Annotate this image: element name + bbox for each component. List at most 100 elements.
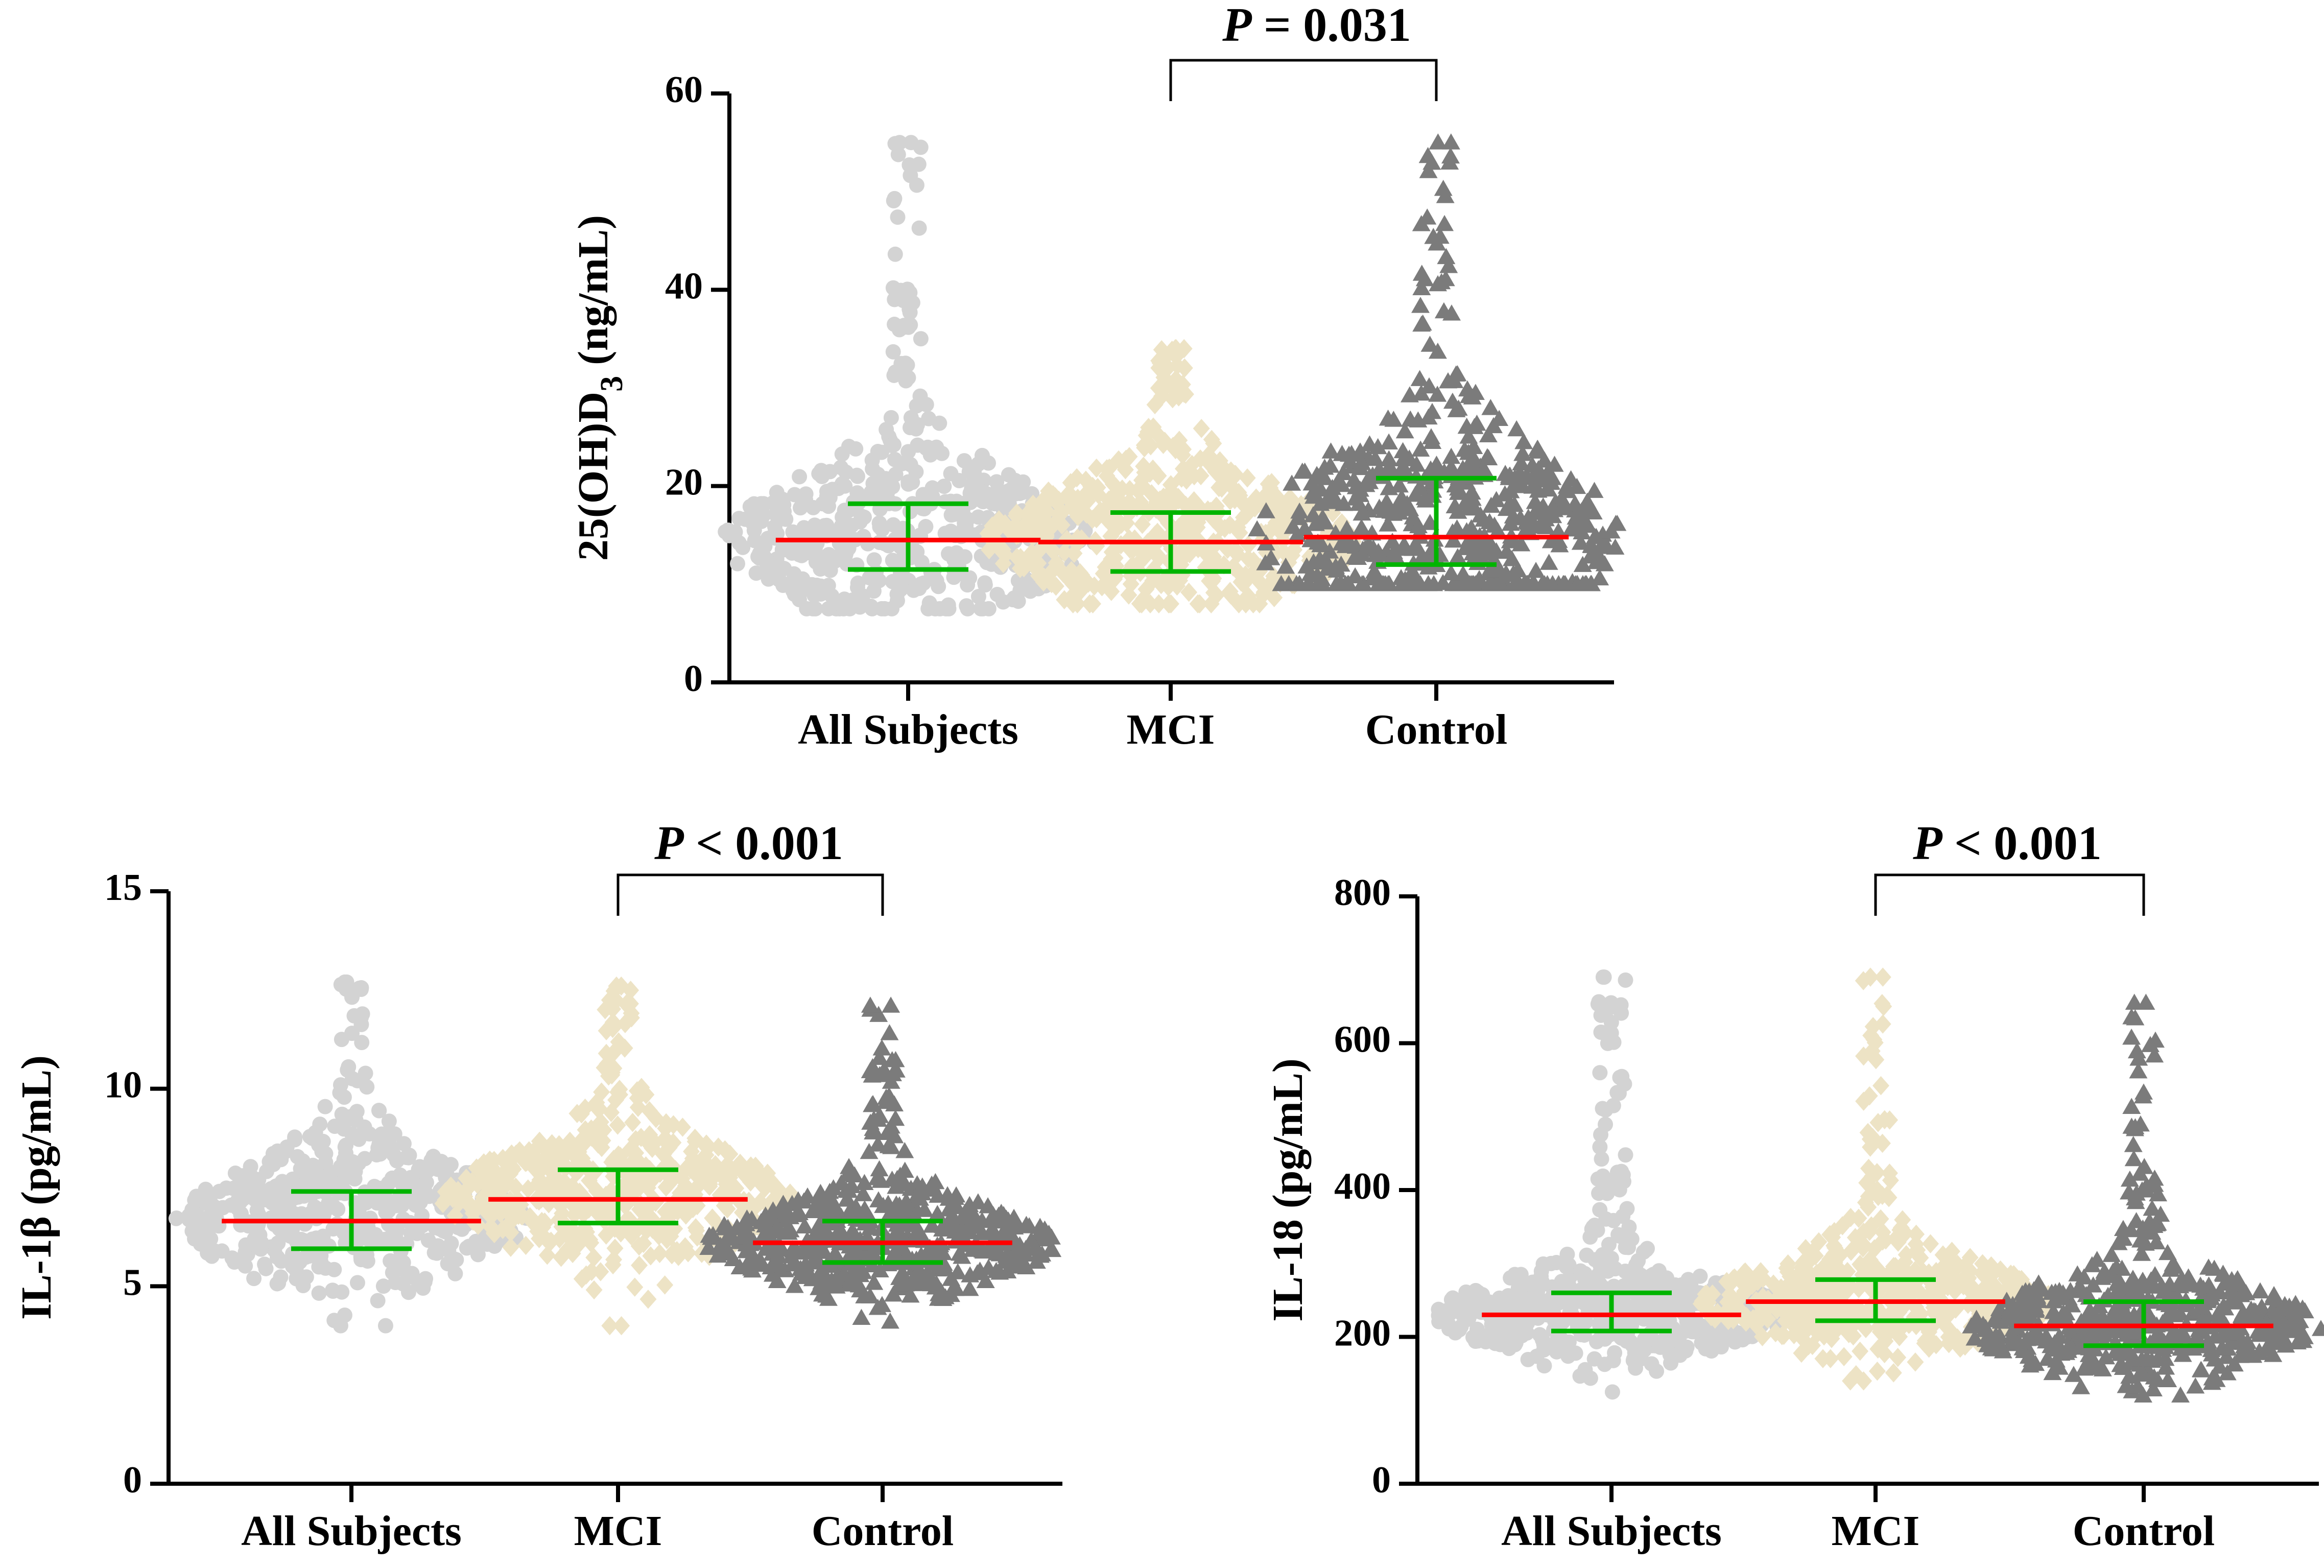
data-point <box>2088 1251 2106 1267</box>
series-control <box>1962 993 2324 1403</box>
data-point <box>1860 1197 1877 1217</box>
data-point <box>1435 215 1454 231</box>
data-point <box>622 1211 639 1230</box>
data-point <box>1407 575 1426 591</box>
data-point <box>1321 442 1340 459</box>
data-point <box>1023 551 1040 571</box>
data-point <box>1479 449 1498 466</box>
data-point <box>290 1233 305 1249</box>
data-point <box>1030 566 1047 586</box>
data-point <box>346 1008 362 1024</box>
data-point <box>420 1232 436 1248</box>
data-point <box>1379 409 1397 426</box>
data-point <box>936 479 952 494</box>
data-point <box>247 1187 263 1203</box>
data-point <box>959 598 975 614</box>
data-point <box>1593 1007 1609 1023</box>
data-point <box>911 1263 930 1279</box>
data-point <box>1817 1285 1834 1304</box>
data-point <box>1872 1076 1889 1096</box>
data-point <box>841 1204 860 1221</box>
significance-bracket <box>1169 59 1438 101</box>
data-point <box>1327 561 1346 578</box>
data-point <box>1120 585 1137 605</box>
data-point <box>603 1103 620 1122</box>
data-point <box>1463 388 1482 405</box>
data-point <box>868 1298 887 1315</box>
data-point <box>622 994 639 1013</box>
data-point <box>886 1051 905 1067</box>
data-point <box>2137 993 2155 1010</box>
data-point <box>641 1125 658 1145</box>
data-point <box>2146 1031 2165 1048</box>
data-point <box>1256 554 1275 571</box>
data-point <box>1053 501 1070 521</box>
data-point <box>383 1139 399 1155</box>
data-point <box>2178 1296 2197 1313</box>
data-point <box>890 209 906 225</box>
data-point <box>1496 566 1515 582</box>
data-point <box>2214 1266 2233 1282</box>
series-all-subjects <box>1431 969 1794 1400</box>
data-point <box>719 1244 738 1261</box>
data-point <box>2171 1386 2190 1403</box>
data-point <box>950 564 965 580</box>
data-point <box>1592 1316 1607 1332</box>
data-point <box>677 1159 695 1178</box>
data-point <box>379 1192 395 1207</box>
data-point <box>168 1210 184 1226</box>
data-point <box>909 177 924 193</box>
data-point <box>1293 462 1312 479</box>
data-point <box>336 1089 352 1105</box>
data-point <box>211 1183 227 1199</box>
data-point <box>2148 1350 2167 1367</box>
data-point <box>631 1200 648 1219</box>
data-point <box>1251 594 1268 614</box>
data-point <box>1167 339 1184 359</box>
data-point <box>1501 1341 1517 1357</box>
data-point <box>1431 1314 1447 1329</box>
data-point <box>2159 1305 2178 1321</box>
data-point <box>494 1178 512 1198</box>
data-point <box>801 1238 820 1254</box>
y-tick-label: 40 <box>665 265 703 307</box>
data-point <box>1103 549 1120 569</box>
data-point <box>1737 1281 1754 1300</box>
data-point <box>887 246 903 262</box>
data-point <box>1442 458 1461 475</box>
data-point <box>2109 1285 2128 1301</box>
data-point <box>942 1206 961 1223</box>
data-point <box>1852 1341 1869 1361</box>
data-point <box>2072 1378 2091 1394</box>
data-point <box>1284 545 1301 565</box>
data-point <box>960 1279 979 1296</box>
data-point <box>1999 1269 2017 1289</box>
data-point <box>195 1228 210 1244</box>
data-point <box>287 1129 303 1145</box>
data-point <box>883 1065 902 1081</box>
data-point <box>1151 353 1169 373</box>
data-point <box>564 1244 581 1264</box>
data-point <box>1497 500 1516 516</box>
x-tick-label: All Subjects <box>241 1507 462 1555</box>
data-point <box>1868 1163 1886 1182</box>
data-point <box>1877 1230 1894 1250</box>
data-point <box>1592 1139 1608 1155</box>
data-point <box>2047 1310 2066 1326</box>
data-point <box>792 469 808 485</box>
data-point <box>2062 1296 2081 1313</box>
data-point <box>894 456 910 471</box>
data-point <box>1045 485 1062 505</box>
data-point <box>885 344 901 360</box>
data-point <box>2120 1170 2139 1187</box>
data-point <box>533 1211 551 1231</box>
data-point <box>1211 478 1228 497</box>
data-point <box>1587 553 1606 569</box>
data-point <box>1047 576 1064 596</box>
data-point <box>2265 1333 2284 1349</box>
data-point <box>583 1119 600 1139</box>
data-point <box>658 1203 676 1223</box>
data-point <box>1719 1292 1737 1312</box>
data-point <box>881 1312 899 1329</box>
data-point <box>1409 411 1428 427</box>
